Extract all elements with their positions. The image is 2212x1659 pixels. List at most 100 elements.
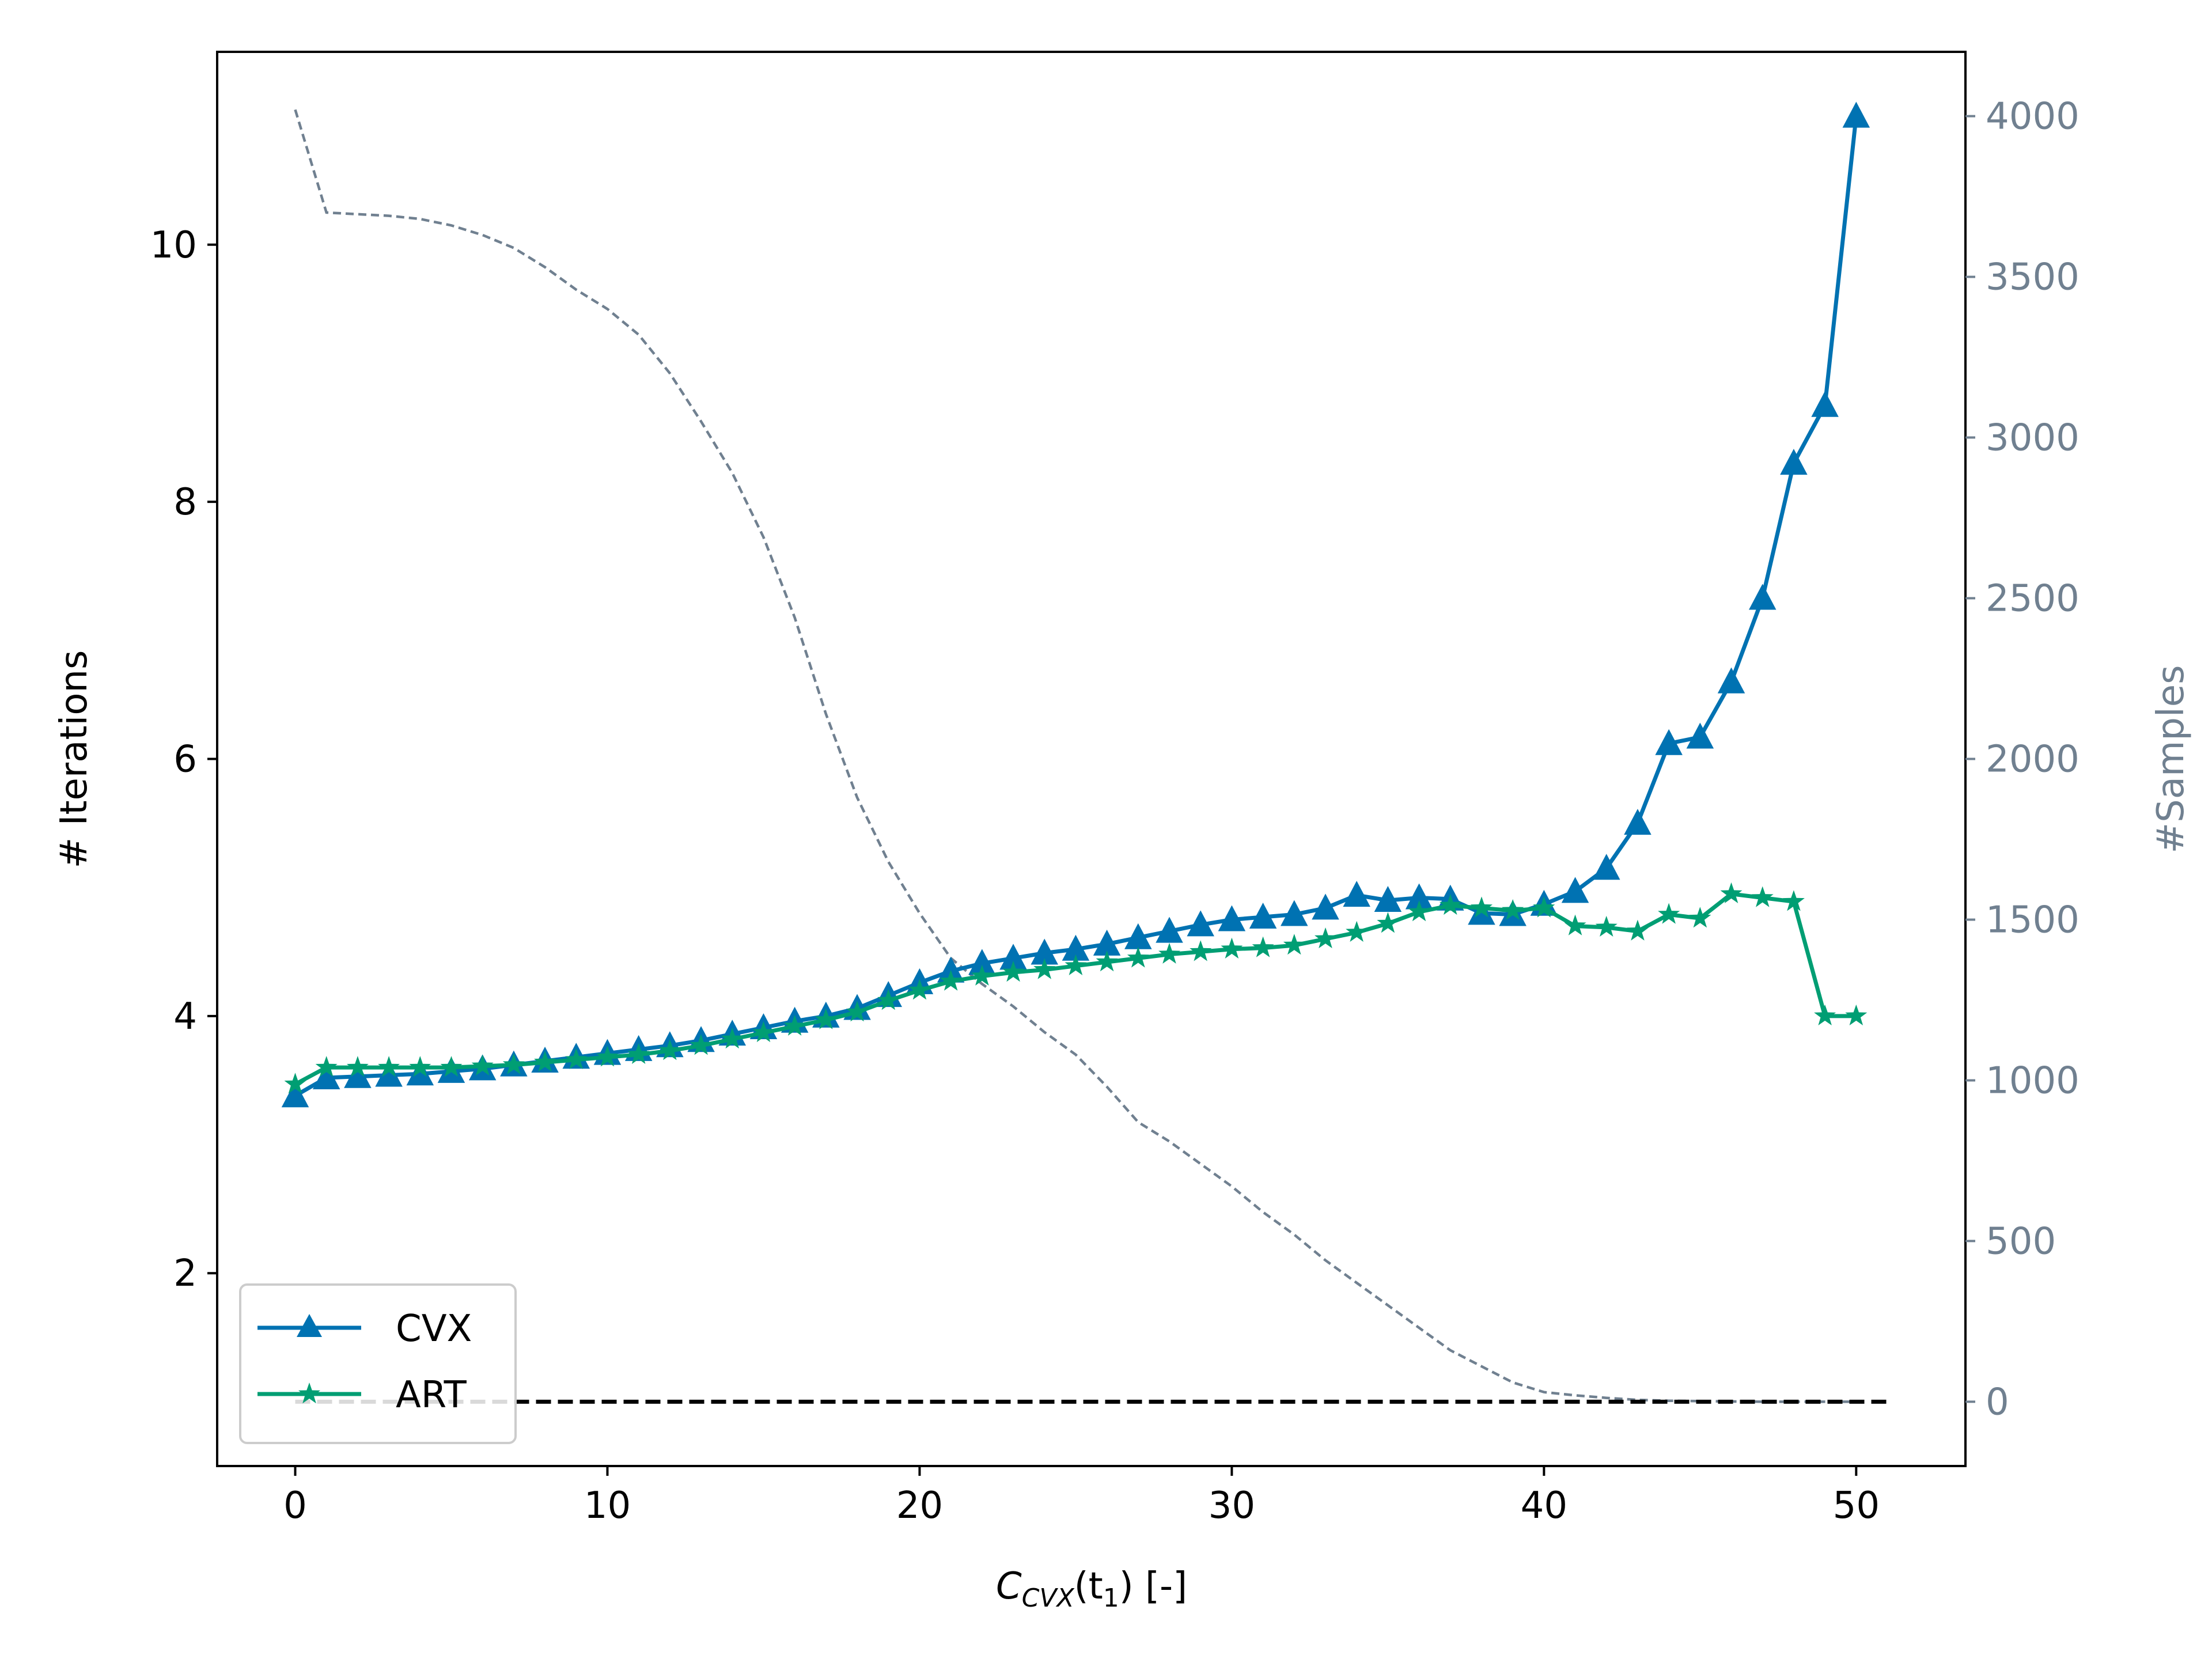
cvx-point (1374, 886, 1402, 912)
art-point (815, 1008, 837, 1029)
cvx-point (1811, 391, 1839, 417)
y-right-tick-label: 3000 (1986, 417, 2080, 460)
art-point (1751, 886, 1774, 907)
y-right-tick-label: 1000 (1986, 1059, 2080, 1102)
cvx-point (1405, 883, 1433, 910)
cvx-point (1624, 809, 1652, 835)
art-point (315, 1056, 338, 1077)
cvx-point (1281, 900, 1308, 926)
art-point (1221, 937, 1243, 959)
y-axis-right: 0 500 1000 1500 2000 2500 3000 3500 4000 (1965, 96, 2080, 1423)
art-point (1096, 950, 1118, 972)
art-point (1033, 958, 1056, 979)
art-point (1814, 1004, 1836, 1025)
art-point (1065, 954, 1087, 975)
art-point (1002, 961, 1024, 982)
art-point (471, 1054, 494, 1076)
legend-label-art: ART (396, 1374, 467, 1416)
plot-area (281, 101, 1888, 1404)
art-point (690, 1034, 713, 1055)
x-tick-label: 30 (1209, 1484, 1255, 1527)
art-point (596, 1046, 619, 1067)
art-point (284, 1073, 306, 1094)
art-point (1564, 914, 1586, 935)
art-point (346, 1056, 369, 1077)
y-left-tick-label: 6 (173, 738, 197, 781)
art-point (1439, 893, 1461, 915)
cvx-point (375, 1060, 403, 1087)
x-axis-label: CCVX(t1) [-] (996, 1565, 1187, 1613)
art-markers (284, 882, 1868, 1094)
cvx-point (1717, 667, 1745, 694)
cvx-point (1249, 903, 1277, 929)
y-left-tick-label: 4 (173, 995, 197, 1038)
art-point (1158, 942, 1180, 964)
art-point (1408, 900, 1430, 922)
art-point (721, 1028, 744, 1049)
cvx-point (344, 1062, 372, 1088)
cvx-point (1780, 449, 1808, 475)
legend-marker-art (298, 1382, 320, 1404)
art-point (1315, 927, 1336, 949)
y-right-tick-label: 0 (1986, 1381, 2009, 1423)
samples-line (294, 109, 1857, 1403)
y-axis-left-label: # Iterations (53, 650, 96, 869)
art-point (534, 1051, 556, 1072)
cvx-point (1842, 101, 1870, 128)
cvx-point (1218, 905, 1246, 931)
y-right-tick-label: 4000 (1986, 96, 2080, 138)
legend: CVX ART (239, 1283, 517, 1444)
art-point (783, 1014, 806, 1036)
cvx-point (1655, 729, 1683, 755)
art-point (1658, 903, 1680, 924)
art-point (1190, 940, 1212, 961)
art-point (1845, 1004, 1868, 1025)
y-right-tick-label: 1500 (1986, 899, 2080, 941)
art-point (1533, 896, 1555, 918)
art-point (1720, 882, 1743, 903)
cvx-point (1686, 722, 1714, 749)
art-point (908, 979, 931, 1000)
art-point (1377, 912, 1399, 933)
y-right-tick-label: 2000 (1986, 738, 2080, 781)
art-point (1252, 936, 1274, 957)
y-left-tick-label: 10 (150, 224, 197, 267)
y-right-tick-label: 3500 (1986, 256, 2080, 299)
art-point (1595, 915, 1618, 937)
y-right-tick-label: 2500 (1986, 578, 2080, 620)
art-point (627, 1043, 650, 1064)
art-point (1782, 890, 1805, 911)
cvx-point (1748, 584, 1777, 610)
art-point (1346, 921, 1368, 942)
cvx-point (1124, 923, 1152, 949)
y-axis-right-label: #Samples (2150, 665, 2192, 854)
cvx-point (937, 956, 965, 983)
legend-box (239, 1283, 517, 1444)
art-point (1283, 934, 1305, 955)
art-point (846, 1001, 868, 1022)
cvx-point (1031, 938, 1058, 965)
art-point (877, 989, 900, 1010)
art-point (409, 1056, 431, 1077)
cvx-point (1187, 910, 1214, 937)
x-tick-label: 20 (896, 1484, 943, 1527)
cvx-point (1561, 877, 1589, 903)
cvx-point (1343, 881, 1370, 907)
cvx-point (1156, 916, 1183, 943)
art-point (940, 969, 962, 991)
art-point (502, 1053, 525, 1074)
cvx-point (1312, 893, 1339, 920)
cvx-point (1062, 934, 1090, 961)
x-tick-label: 50 (1833, 1484, 1880, 1527)
legend-label-cvx: CVX (396, 1308, 472, 1350)
y-left-tick-label: 8 (173, 481, 197, 524)
cvx-point (1592, 854, 1620, 880)
art-point (1127, 946, 1149, 968)
y-axis-left: 2 4 6 8 10 (150, 224, 217, 1295)
cvx-point (999, 944, 1027, 970)
art-point (565, 1048, 588, 1069)
cvx-point (1093, 929, 1121, 956)
art-point (440, 1056, 463, 1077)
cvx-point (312, 1063, 340, 1089)
